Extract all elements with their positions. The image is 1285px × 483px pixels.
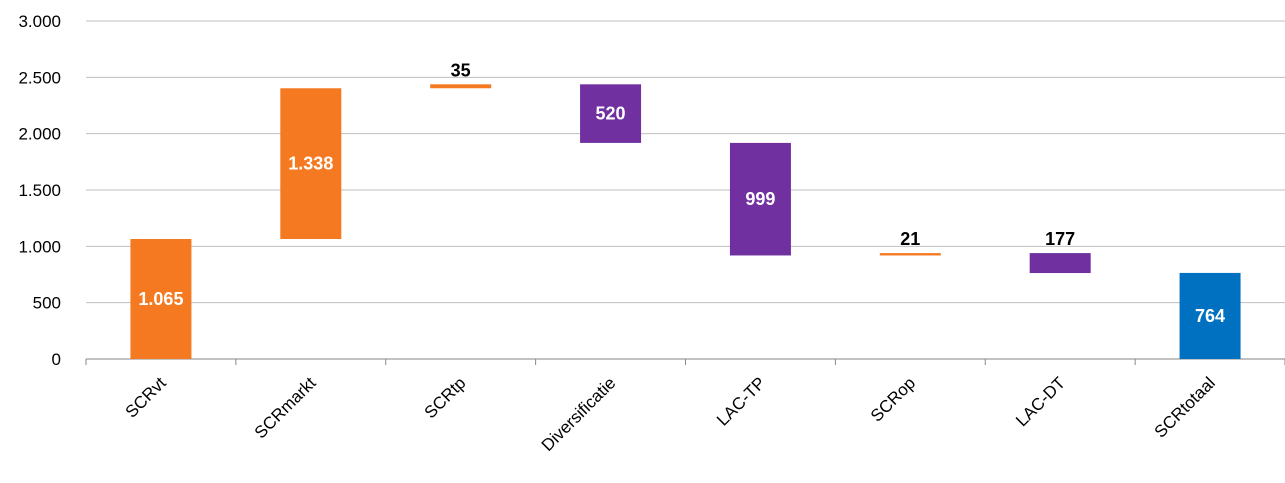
x-category-label: SCRop (867, 373, 919, 425)
bar-scrtp (430, 84, 492, 89)
x-category-label: Diversificatie (538, 373, 620, 455)
x-category-label: SCRtotaal (1151, 373, 1219, 441)
bar-lac-tp (729, 142, 791, 256)
x-category-label: LAC-TP (713, 373, 769, 429)
y-tick-label: 1.500 (18, 181, 61, 200)
y-tick-label: 500 (33, 294, 61, 313)
data-label-scrop: 21 (900, 229, 920, 249)
x-category-label: LAC-DT (1012, 373, 1069, 430)
bar-scrtotaal (1179, 272, 1241, 359)
y-tick-label: 2.000 (18, 125, 61, 144)
data-label-lac-dt: 177 (1045, 229, 1075, 249)
y-tick-label: 1.000 (18, 237, 61, 256)
bar-scrvt (130, 239, 192, 359)
bar-lac-dt (1029, 253, 1091, 274)
data-label-scrmarkt: 1.338 (288, 154, 333, 174)
data-label-lac-tp: 999 (745, 189, 775, 209)
x-axis-category-labels: SCRvt SCRmarkt SCRtp Diversificatie LAC-TP SC… (122, 373, 1219, 455)
bar-scrmarkt (280, 88, 342, 240)
bar-diversificatie (580, 84, 642, 143)
y-tick-label: 0 (52, 350, 61, 369)
y-axis-tick-labels: 0 500 1.000 1.500 2.000 2.500 3.000 (18, 12, 61, 369)
x-category-label: SCRtp (421, 373, 470, 422)
data-label-diversificatie: 520 (596, 104, 626, 124)
bars (130, 84, 1241, 359)
data-label-scrtotaal: 764 (1195, 306, 1225, 326)
y-tick-label: 2.500 (18, 68, 61, 87)
x-category-label: SCRvt (122, 373, 170, 421)
gridlines (86, 20, 1285, 360)
bar-scrop (879, 253, 941, 256)
data-labels: 1.065 1.338 35 520 999 21 177 764 (138, 60, 1225, 326)
data-label-scrtp: 35 (451, 60, 471, 80)
x-category-label: SCRmarkt (251, 373, 320, 442)
x-axis (85, 359, 1285, 365)
y-tick-label: 3.000 (18, 12, 61, 31)
data-label-scrvt: 1.065 (138, 289, 183, 309)
